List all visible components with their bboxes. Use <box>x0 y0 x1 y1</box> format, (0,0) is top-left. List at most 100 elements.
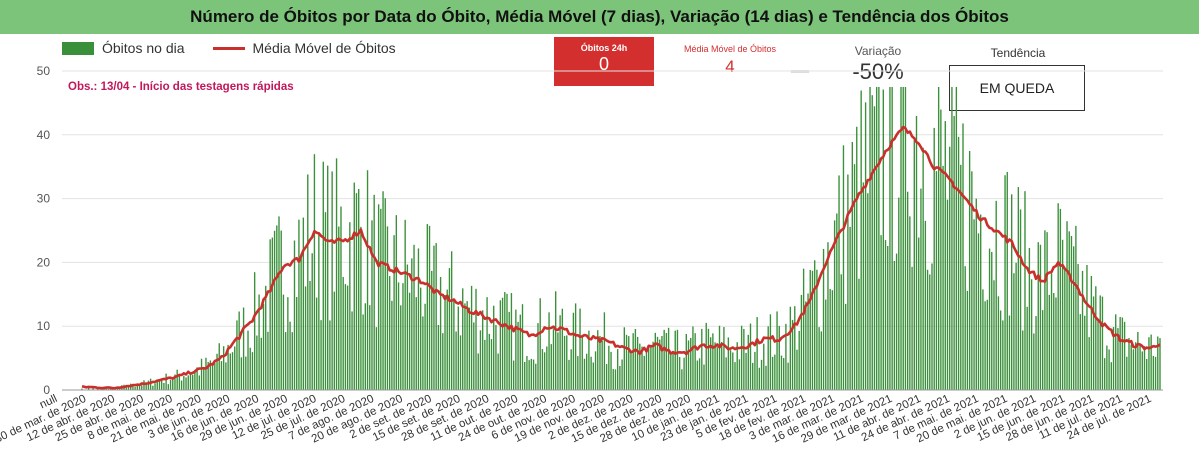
daily-bar <box>366 170 369 390</box>
daily-bar <box>605 364 608 390</box>
daily-bar <box>849 226 851 390</box>
daily-bar <box>481 310 484 390</box>
daily-bar <box>661 335 663 390</box>
daily-bar <box>315 297 318 390</box>
daily-bar <box>678 357 681 390</box>
daily-bar <box>771 356 774 390</box>
daily-bar <box>780 355 783 390</box>
daily-bar <box>262 303 265 390</box>
daily-bar <box>869 86 871 390</box>
daily-bar <box>946 199 949 390</box>
daily-bar <box>546 346 548 390</box>
daily-bar <box>1064 267 1066 390</box>
daily-bar <box>145 382 147 390</box>
daily-bar <box>619 365 621 390</box>
daily-bar <box>809 269 811 390</box>
daily-bar <box>594 351 597 390</box>
daily-bar <box>800 294 803 390</box>
daily-bar <box>893 260 896 390</box>
daily-bar <box>245 356 247 390</box>
daily-bar <box>887 245 889 390</box>
daily-bar <box>225 362 227 390</box>
daily-bar <box>249 347 251 390</box>
daily-bar <box>167 384 170 390</box>
daily-bar <box>727 337 730 390</box>
daily-bar <box>794 306 796 390</box>
daily-bar <box>1055 297 1057 390</box>
y-tick-label: 40 <box>37 128 51 142</box>
daily-bar <box>457 306 459 390</box>
daily-bar <box>462 288 464 390</box>
daily-bar <box>395 215 398 390</box>
daily-bar <box>1103 358 1106 390</box>
daily-bar <box>335 158 338 390</box>
daily-bar <box>490 339 493 390</box>
daily-bar <box>743 328 745 390</box>
daily-bar <box>136 385 139 390</box>
daily-bar <box>557 332 559 390</box>
daily-bar <box>798 330 800 390</box>
daily-bar <box>904 86 907 390</box>
daily-bar <box>183 375 185 390</box>
daily-bar <box>962 123 964 391</box>
daily-bar <box>1066 221 1068 390</box>
daily-bar <box>304 286 307 390</box>
daily-bar <box>216 353 218 390</box>
daily-bar <box>563 335 566 390</box>
daily-bar <box>499 300 502 390</box>
daily-bar <box>811 270 814 390</box>
daily-bar <box>1134 342 1137 390</box>
daily-bar <box>329 320 331 390</box>
daily-bar <box>180 380 183 390</box>
daily-bar <box>1048 294 1051 390</box>
daily-bar <box>346 285 349 390</box>
legend-line-swatch <box>212 46 245 50</box>
daily-bar <box>663 329 665 390</box>
daily-bar <box>384 198 386 390</box>
daily-bar <box>639 343 641 390</box>
daily-bar <box>360 226 362 390</box>
daily-bar <box>338 226 340 390</box>
daily-bar <box>256 335 258 390</box>
daily-bar <box>581 334 583 390</box>
daily-bar <box>696 360 699 390</box>
daily-bar <box>510 293 513 390</box>
daily-bar <box>260 337 262 390</box>
legend-line-label: Média Móvel de Óbitos <box>252 40 396 56</box>
daily-bar <box>532 359 535 390</box>
daily-bar <box>207 362 209 390</box>
daily-bar <box>754 351 756 390</box>
daily-bar <box>535 363 537 390</box>
daily-bar <box>431 270 433 390</box>
daily-bar <box>1006 171 1008 390</box>
daily-bar <box>559 315 561 390</box>
daily-bar <box>825 299 827 390</box>
y-tick-label: 50 <box>37 64 51 78</box>
kpi-tendencia-box: EM QUEDA <box>949 65 1085 111</box>
daily-bar <box>477 353 479 390</box>
kpi-variacao-label: Variação <box>854 44 902 58</box>
daily-bar <box>134 386 136 390</box>
daily-bar <box>1075 225 1077 390</box>
daily-bar <box>953 115 955 390</box>
daily-bar <box>196 367 198 390</box>
daily-bar <box>783 358 785 390</box>
daily-bar <box>1039 244 1042 390</box>
daily-bar <box>1072 246 1075 390</box>
daily-bar <box>521 304 524 390</box>
daily-bar <box>187 375 189 390</box>
daily-bar <box>198 375 200 390</box>
daily-bar <box>364 303 367 390</box>
daily-bar <box>1141 351 1143 390</box>
daily-bar <box>572 312 575 390</box>
daily-bar <box>543 352 546 390</box>
daily-bar <box>588 330 590 390</box>
daily-bar <box>81 388 83 390</box>
testing-note: Obs.: 13/04 - Início das testagens rápid… <box>68 81 294 93</box>
daily-bar <box>760 359 763 390</box>
daily-bar <box>1002 320 1004 390</box>
daily-bar <box>685 333 687 390</box>
daily-bar <box>1152 355 1155 390</box>
daily-bar <box>127 386 130 390</box>
daily-bar <box>1011 194 1013 390</box>
